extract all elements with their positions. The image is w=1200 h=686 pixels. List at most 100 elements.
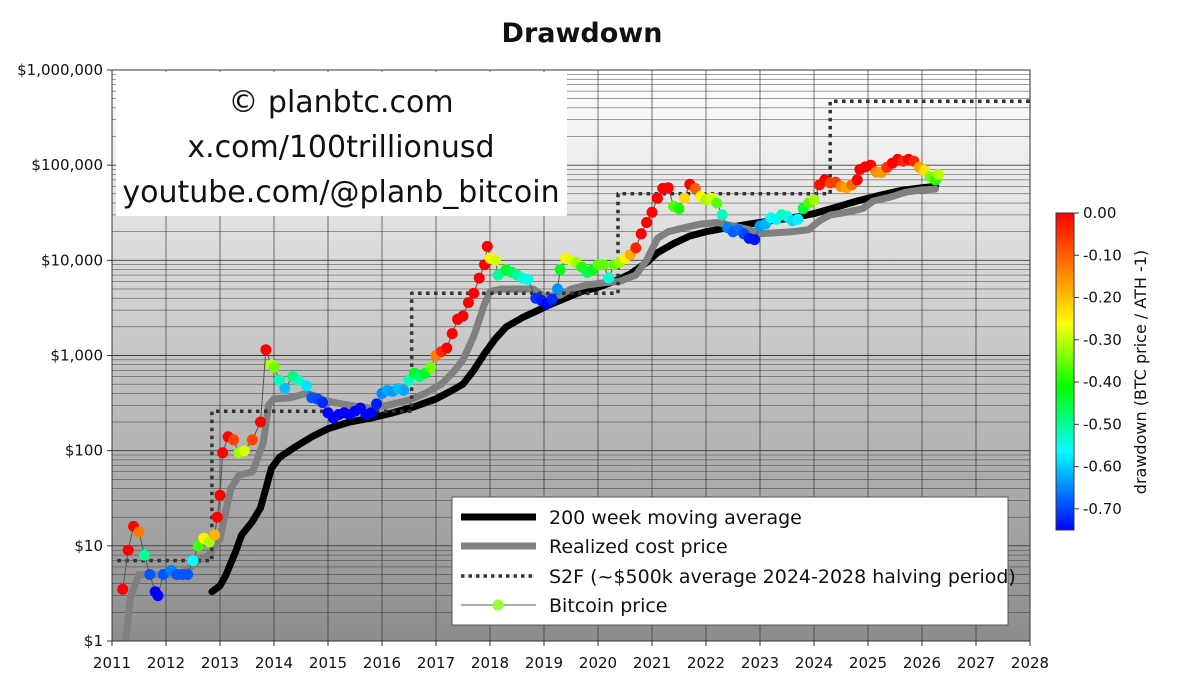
price-point	[246, 434, 258, 446]
price-point	[489, 254, 501, 266]
price-point	[646, 206, 658, 218]
x-tick-label: 2017	[417, 654, 455, 672]
legend-label-200wma: 200 week moving average	[549, 507, 802, 529]
legend-label-s2f: S2F (~$500k average 2024-2028 halving pe…	[549, 566, 1016, 588]
price-point	[268, 361, 280, 373]
price-point	[152, 590, 164, 602]
price-point	[446, 328, 458, 340]
price-point	[641, 217, 653, 228]
price-point	[365, 407, 377, 419]
x-tick-label: 2021	[633, 654, 671, 672]
price-point	[630, 242, 642, 254]
price-point	[122, 544, 134, 556]
price-point	[144, 569, 156, 580]
x-tick-label: 2011	[93, 654, 131, 672]
colorbar-label: drawdown (BTC price / ATH -1)	[1131, 250, 1150, 494]
colorbar-tick-label: 0.00	[1083, 204, 1116, 222]
price-point	[182, 569, 194, 580]
price-point	[481, 240, 493, 252]
x-tick-label: 2020	[579, 654, 617, 672]
y-tick-label: $1	[84, 632, 103, 650]
price-point	[292, 374, 304, 386]
price-point	[689, 182, 701, 194]
price-point	[300, 380, 312, 392]
price-point	[635, 228, 647, 240]
x-axis: 2011 2012 2013 2014 2015 2016 2017 2018 2019 2020…	[93, 641, 1049, 672]
x-tick-label: 2028	[1011, 654, 1049, 672]
x-tick-label: 2012	[147, 654, 185, 672]
price-point	[522, 273, 534, 285]
watermark-line-1: © planbtc.com	[228, 85, 453, 120]
price-point	[398, 384, 410, 396]
colorbar-tick-label: -0.70	[1083, 500, 1122, 518]
price-point	[371, 398, 383, 410]
price-point	[678, 192, 690, 204]
y-tick-label: $100,000	[31, 156, 103, 174]
price-point	[808, 194, 820, 206]
price-point	[932, 168, 944, 180]
colorbar-tick-label: -0.60	[1083, 458, 1122, 476]
series-realized-cost-price	[122, 185, 939, 641]
price-point	[133, 526, 145, 538]
price-point	[211, 511, 223, 523]
x-tick-label: 2018	[471, 654, 509, 672]
price-point	[603, 272, 615, 284]
price-point	[279, 383, 291, 394]
bitcoin-price-points	[117, 153, 944, 602]
x-tick-label: 2024	[795, 654, 833, 672]
y-tick-label: $1,000	[51, 347, 104, 365]
price-point	[138, 549, 150, 561]
price-point	[238, 445, 250, 457]
colorbar-tick-label: -0.10	[1083, 246, 1122, 264]
colorbar-tick-label: -0.40	[1083, 373, 1122, 391]
price-point	[546, 293, 558, 305]
price-point	[457, 310, 469, 322]
colorbar-tick-label: -0.20	[1083, 289, 1122, 307]
y-tick-label: $10	[74, 537, 103, 555]
x-tick-label: 2016	[363, 654, 401, 672]
colorbar-ticks: 0.00 -0.10 -0.20 -0.30 -0.40 -0.50 -0.60 -0.70	[1074, 204, 1122, 518]
legend: 200 week moving average Realized cost pr…	[451, 496, 1016, 626]
price-point	[711, 197, 723, 209]
x-tick-label: 2015	[309, 654, 347, 672]
price-point	[255, 416, 266, 428]
price-point	[673, 203, 685, 215]
colorbar-tick-label: -0.50	[1083, 415, 1122, 433]
price-point	[462, 297, 474, 309]
x-tick-label: 2022	[687, 654, 725, 672]
legend-label-price: Bitcoin price	[549, 595, 667, 617]
series-s2f	[117, 99, 1030, 563]
price-point	[792, 213, 804, 225]
price-point	[260, 344, 272, 356]
legend-box	[451, 496, 1009, 626]
price-point	[273, 374, 285, 386]
price-point	[492, 269, 504, 281]
x-tick-label: 2026	[903, 654, 941, 672]
watermark-background	[116, 72, 567, 216]
price-point	[851, 174, 863, 186]
y-tick-label: $10,000	[41, 251, 103, 269]
watermark-line-2: x.com/100trillionusd	[187, 130, 494, 165]
price-point	[554, 264, 566, 276]
colorbar-tick-label: -0.30	[1083, 331, 1122, 349]
x-tick-label: 2025	[849, 654, 887, 672]
y-tick-label: $100	[65, 442, 103, 460]
legend-label-realized: Realized cost price	[549, 536, 728, 558]
price-point	[749, 234, 761, 246]
legend-swatch-price-dot	[492, 599, 504, 611]
chart-title: Drawdown	[502, 18, 663, 49]
price-point	[187, 555, 199, 567]
price-point	[597, 259, 609, 271]
y-axis: $1 $10 $100 $1,000 $10,000 $100,000 $1,000,000	[17, 61, 112, 650]
price-point	[317, 397, 329, 409]
y-tick-label: $1,000,000	[17, 61, 103, 79]
colorbar-gradient	[1055, 212, 1075, 531]
price-point	[662, 182, 674, 194]
price-point	[228, 434, 239, 446]
x-tick-label: 2019	[525, 654, 563, 672]
price-point	[468, 287, 480, 299]
x-tick-label: 2027	[957, 654, 995, 672]
x-tick-label: 2014	[255, 654, 293, 672]
price-point	[117, 583, 129, 595]
